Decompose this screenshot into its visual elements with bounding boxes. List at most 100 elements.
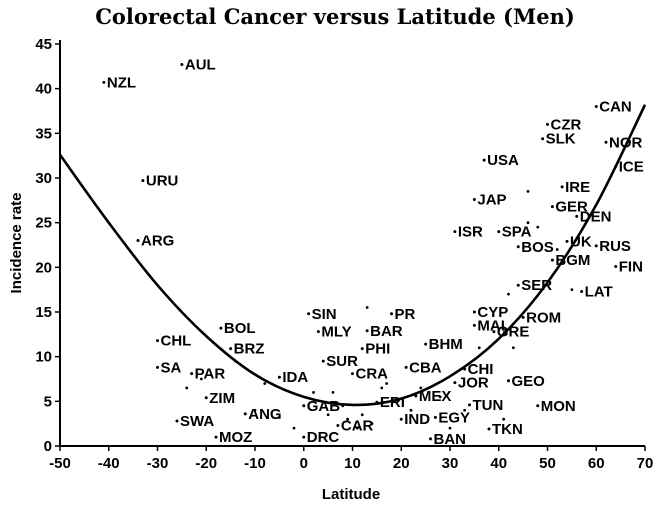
data-point xyxy=(380,386,384,390)
data-point xyxy=(312,391,315,394)
x-tick-label: -40 xyxy=(98,455,120,472)
y-tick-label: 5 xyxy=(44,393,52,410)
fit-curve xyxy=(58,104,647,407)
point-label-can: CAN xyxy=(599,99,632,116)
data-point-ser xyxy=(516,283,520,287)
point-label-brz: BRZ xyxy=(234,341,265,358)
data-point-chl xyxy=(156,339,159,343)
x-tick-label: -30 xyxy=(147,455,169,472)
data-point xyxy=(409,408,413,412)
data-point-tkn xyxy=(487,427,491,431)
y-tick-label: 15 xyxy=(35,304,52,321)
point-label-geo: GEO xyxy=(512,373,546,390)
point-label-rom: ROM xyxy=(526,309,561,326)
point-label-zim: ZIM xyxy=(209,390,235,407)
data-point-bhm xyxy=(424,342,428,346)
point-label-moz: MOZ xyxy=(219,429,252,446)
point-label-bgm: BGM xyxy=(555,252,590,269)
data-point xyxy=(346,417,350,421)
point-label-sin: SIN xyxy=(312,306,337,323)
y-tick-label: 35 xyxy=(35,125,52,142)
point-label-usa: USA xyxy=(487,152,519,169)
data-point-ire xyxy=(560,185,564,189)
point-label-sur: SUR xyxy=(326,353,358,370)
point-label-eri: ERI xyxy=(380,394,405,411)
point-label-jap: JAP xyxy=(477,191,506,208)
data-point xyxy=(277,416,281,419)
point-label-den: DEN xyxy=(580,208,612,225)
x-axis-label: Latitude xyxy=(322,486,380,503)
data-point xyxy=(341,404,345,408)
point-label-cba: CBA xyxy=(409,359,442,376)
y-tick-label: 20 xyxy=(35,259,52,276)
data-point-aul xyxy=(180,63,184,67)
data-point-can xyxy=(594,105,598,109)
point-label-ida: IDA xyxy=(282,369,308,386)
data-point xyxy=(185,386,189,390)
data-point-uk xyxy=(565,239,569,243)
x-tick-label: 50 xyxy=(539,455,556,472)
point-label-bos: BOS xyxy=(521,239,554,256)
point-label-ire: IRE xyxy=(565,179,590,196)
data-point xyxy=(419,386,423,390)
data-point-bgm xyxy=(550,258,554,262)
data-point-jap xyxy=(472,197,476,201)
data-point xyxy=(355,426,359,430)
data-point-bar xyxy=(365,329,369,333)
data-point-nor xyxy=(604,140,608,144)
data-point-czr xyxy=(546,122,549,126)
point-label-uru: URU xyxy=(146,173,179,190)
data-point-ger xyxy=(550,205,554,209)
point-label-bar: BAR xyxy=(370,323,403,340)
data-point xyxy=(360,413,364,417)
point-label-aul: AUL xyxy=(185,57,216,74)
data-point xyxy=(511,346,515,350)
data-point-uru xyxy=(141,179,145,183)
data-point-phi xyxy=(360,347,364,351)
data-point xyxy=(326,413,330,417)
data-point-den xyxy=(575,214,579,218)
data-point-zim xyxy=(204,396,208,400)
point-label-chi: CHI xyxy=(468,361,494,378)
point-label-uk: UK xyxy=(570,233,592,250)
data-point xyxy=(502,417,506,421)
data-point-ang xyxy=(243,412,247,416)
data-point-eri xyxy=(375,400,379,404)
point-label-swa: SWA xyxy=(180,413,214,430)
data-point-cyp xyxy=(472,310,476,314)
data-point xyxy=(555,248,559,251)
data-point xyxy=(292,426,296,430)
data-point-rus xyxy=(594,244,598,248)
axes: 0 5 10 15 20 25 30 35 40 45 -50 -40 -30 -20 -10 0 10 20 30… xyxy=(35,36,653,472)
x-tick-label: 20 xyxy=(393,455,410,472)
point-label-mal: MAL xyxy=(477,317,510,334)
y-tick-label: 45 xyxy=(35,36,52,53)
data-point-geo xyxy=(507,379,510,383)
point-label-czr: CZR xyxy=(551,116,582,133)
point-label-mly: MLY xyxy=(321,324,351,341)
point-label-cyp: CYP xyxy=(477,304,508,321)
data-point-mex xyxy=(414,394,418,398)
point-label-nor: NOR xyxy=(609,134,643,151)
y-tick-label: 25 xyxy=(35,215,52,232)
data-point-mon xyxy=(536,404,540,408)
point-label-ind: IND xyxy=(404,411,430,428)
point-label-ang: ANG xyxy=(248,406,281,423)
point-label-sa: SA xyxy=(161,359,182,376)
point-label-gab: GAB xyxy=(307,398,341,415)
data-point xyxy=(370,422,374,426)
data-point-usa xyxy=(482,158,486,162)
data-point-moz xyxy=(214,435,218,439)
x-tick-label: -20 xyxy=(195,455,217,472)
y-tick-label: 30 xyxy=(35,170,52,187)
point-label-ban: BAN xyxy=(434,431,467,448)
data-point-pr xyxy=(390,312,393,316)
chart-title: Colorectal Cancer versus Latitude (Men) xyxy=(95,4,575,29)
point-label-pr: PR xyxy=(395,306,416,323)
data-point-cba xyxy=(404,365,408,369)
data-point-fin xyxy=(614,264,618,268)
data-point-gre xyxy=(492,330,496,334)
data-point-lat xyxy=(580,289,584,293)
point-label-par: PAR xyxy=(195,366,226,383)
